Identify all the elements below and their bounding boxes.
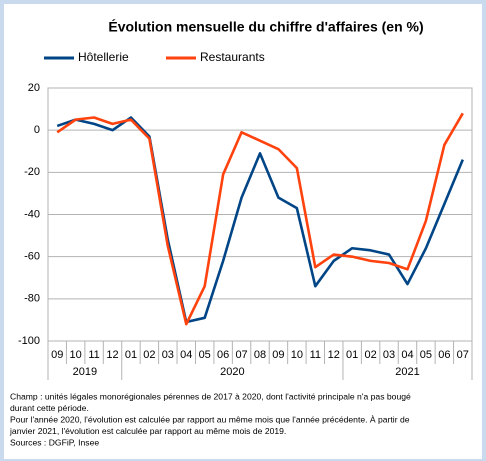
x-tick-label: 06 (438, 349, 450, 361)
legend-label: Restaurants (200, 50, 265, 64)
x-tick-label: 10 (291, 349, 303, 361)
x-tick-label: 12 (106, 349, 118, 361)
x-group-label: 2019 (73, 366, 97, 378)
x-tick-label: 04 (401, 349, 413, 361)
x-tick-label: 06 (217, 349, 229, 361)
x-tick-label: 02 (143, 349, 155, 361)
x-tick-label: 07 (457, 349, 469, 361)
y-tick-label: 0 (34, 124, 40, 136)
x-tick-label: 11 (88, 349, 99, 361)
x-tick-label: 10 (70, 349, 82, 361)
x-tick-label: 03 (383, 349, 395, 361)
plot-frame (47, 87, 473, 342)
x-tick-label: 09 (51, 349, 63, 361)
y-tick-label: -100 (18, 335, 40, 347)
x-group-label: 2021 (395, 366, 419, 378)
x-group-label: 2020 (220, 366, 244, 378)
background (4, 4, 482, 459)
x-tick-label: 01 (346, 349, 358, 361)
note: Sources : DGFiP, Insee (10, 437, 99, 447)
y-tick-label: -40 (24, 208, 40, 220)
y-tick-label: -80 (24, 293, 40, 305)
x-tick-label: 04 (180, 349, 192, 361)
x-tick-label: 09 (272, 349, 284, 361)
y-tick-label: -60 (24, 251, 40, 263)
x-tick-label: 05 (420, 349, 432, 361)
note: durant cette période. (10, 403, 89, 413)
x-tick-label: 08 (254, 349, 266, 361)
y-tick-label: 20 (28, 82, 40, 94)
x-tick-label: 12 (328, 349, 340, 361)
x-tick-label: 07 (235, 349, 247, 361)
y-tick-label: -20 (24, 166, 40, 178)
x-tick-label: 03 (162, 349, 174, 361)
x-tick-label: 05 (199, 349, 211, 361)
chart-title: Évolution mensuelle du chiffre d'affaire… (108, 19, 423, 35)
note: janvier 2021, l'évolution est calculée p… (9, 426, 286, 436)
legend-label: Hôtellerie (78, 50, 129, 64)
x-tick-label: 02 (364, 349, 376, 361)
x-tick-label: 01 (125, 349, 137, 361)
note: Champ : unités légales monorégionales pé… (10, 391, 411, 401)
note: Pour l'année 2020, l'évolution est calcu… (10, 414, 410, 424)
x-tick-label: 11 (310, 349, 321, 361)
series-line (56, 112, 464, 326)
